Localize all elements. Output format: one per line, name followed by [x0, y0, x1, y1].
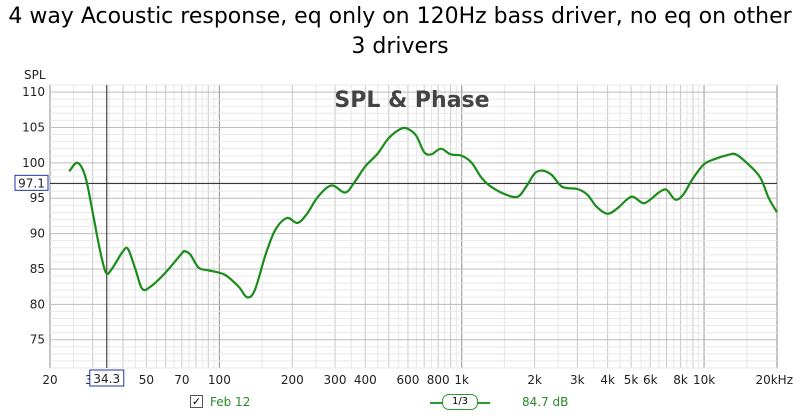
- legend-value: 84.7 dB: [522, 395, 569, 409]
- tick-labels: 203050701002003004006008001k2k3k4k5k6k8k…: [22, 85, 793, 387]
- y-tick-label: 100: [22, 156, 45, 170]
- chart-title: 4 way Acoustic response, eq only on 120H…: [8, 4, 792, 59]
- legend: ✓ Feb 12 1/3 84.7 dB: [0, 394, 800, 414]
- smoothing-badge[interactable]: 1/3: [442, 394, 478, 410]
- cursor-y-readout: 97.1: [14, 174, 49, 191]
- y-axis-label: SPL: [24, 68, 46, 82]
- x-tick-label: 800: [427, 373, 450, 387]
- y-tick-label: 90: [30, 227, 45, 241]
- x-tick-label: 2k: [527, 373, 542, 387]
- x-tick-label: 70: [174, 373, 189, 387]
- x-tick-label: 6k: [643, 373, 658, 387]
- chart: 203050701002003004006008001k2k3k4k5k6k8k…: [14, 68, 793, 387]
- y-tick-label: 75: [30, 333, 45, 347]
- x-tick-label: 200: [281, 373, 304, 387]
- x-tick-label: 300: [324, 373, 347, 387]
- x-tick-label: 20: [42, 373, 57, 387]
- x-tick-label: 20kHz: [755, 373, 793, 387]
- y-tick-label: 85: [30, 262, 45, 276]
- cursor-readouts: 97.1 34.3: [14, 174, 125, 387]
- x-tick-label: 100: [208, 373, 231, 387]
- x-tick-label: 4k: [600, 373, 615, 387]
- legend-checkbox[interactable]: ✓: [190, 395, 203, 408]
- x-tick-label: 5k: [624, 373, 639, 387]
- y-tick-label: 80: [30, 297, 45, 311]
- cursor-x-readout: 34.3: [89, 369, 125, 387]
- legend-entry: Feb 12: [210, 395, 251, 409]
- x-tick-label: 10k: [693, 373, 715, 387]
- cursor-y-value: 97.1: [18, 176, 45, 190]
- y-tick-label: 95: [30, 191, 45, 205]
- cursor-x-value: 34.3: [93, 372, 120, 386]
- x-tick-label: 1k: [454, 373, 469, 387]
- series-layer: [68, 126, 778, 299]
- x-tick-label: 3k: [570, 373, 585, 387]
- overlay-label: SPL & Phase: [334, 88, 489, 113]
- series-line-feb-12: [68, 126, 778, 299]
- y-tick-label: 110: [22, 85, 45, 99]
- grid: [50, 84, 777, 369]
- x-tick-label: 8k: [673, 373, 688, 387]
- x-tick-label: 400: [354, 373, 377, 387]
- x-tick-label: 50: [139, 373, 154, 387]
- y-tick-label: 105: [22, 120, 45, 134]
- x-tick-label: 600: [397, 373, 420, 387]
- cursor-crosshair: [50, 85, 777, 368]
